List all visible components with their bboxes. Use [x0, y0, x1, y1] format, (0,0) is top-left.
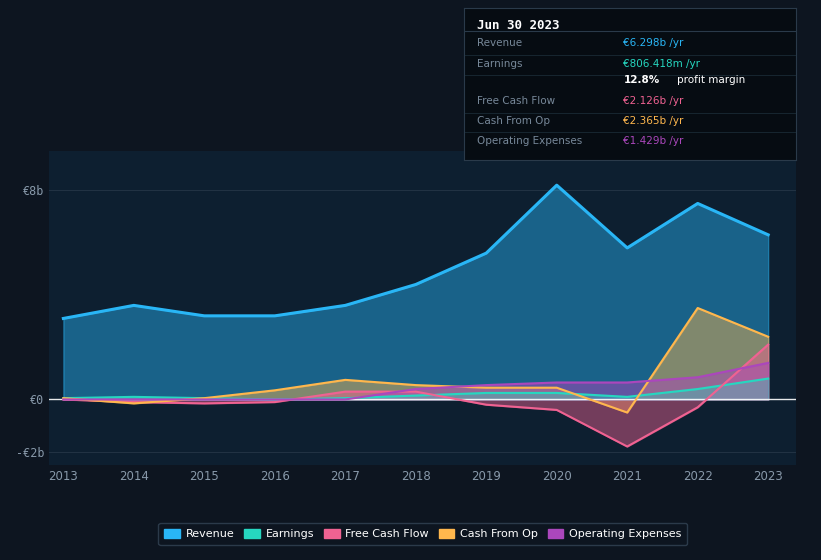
Text: Jun 30 2023: Jun 30 2023	[477, 19, 560, 32]
Text: Cash From Op: Cash From Op	[477, 116, 550, 126]
Text: €6.298b /yr: €6.298b /yr	[623, 38, 684, 48]
Text: €2.365b /yr: €2.365b /yr	[623, 116, 684, 126]
Text: Earnings: Earnings	[477, 59, 523, 68]
Text: 12.8%: 12.8%	[623, 75, 660, 85]
Text: Operating Expenses: Operating Expenses	[477, 137, 582, 147]
Text: profit margin: profit margin	[677, 75, 745, 85]
Text: €2.126b /yr: €2.126b /yr	[623, 96, 684, 106]
Legend: Revenue, Earnings, Free Cash Flow, Cash From Op, Operating Expenses: Revenue, Earnings, Free Cash Flow, Cash …	[158, 523, 687, 545]
Text: Revenue: Revenue	[477, 38, 522, 48]
Text: €1.429b /yr: €1.429b /yr	[623, 137, 684, 147]
Text: €806.418m /yr: €806.418m /yr	[623, 59, 700, 68]
Text: Free Cash Flow: Free Cash Flow	[477, 96, 555, 106]
